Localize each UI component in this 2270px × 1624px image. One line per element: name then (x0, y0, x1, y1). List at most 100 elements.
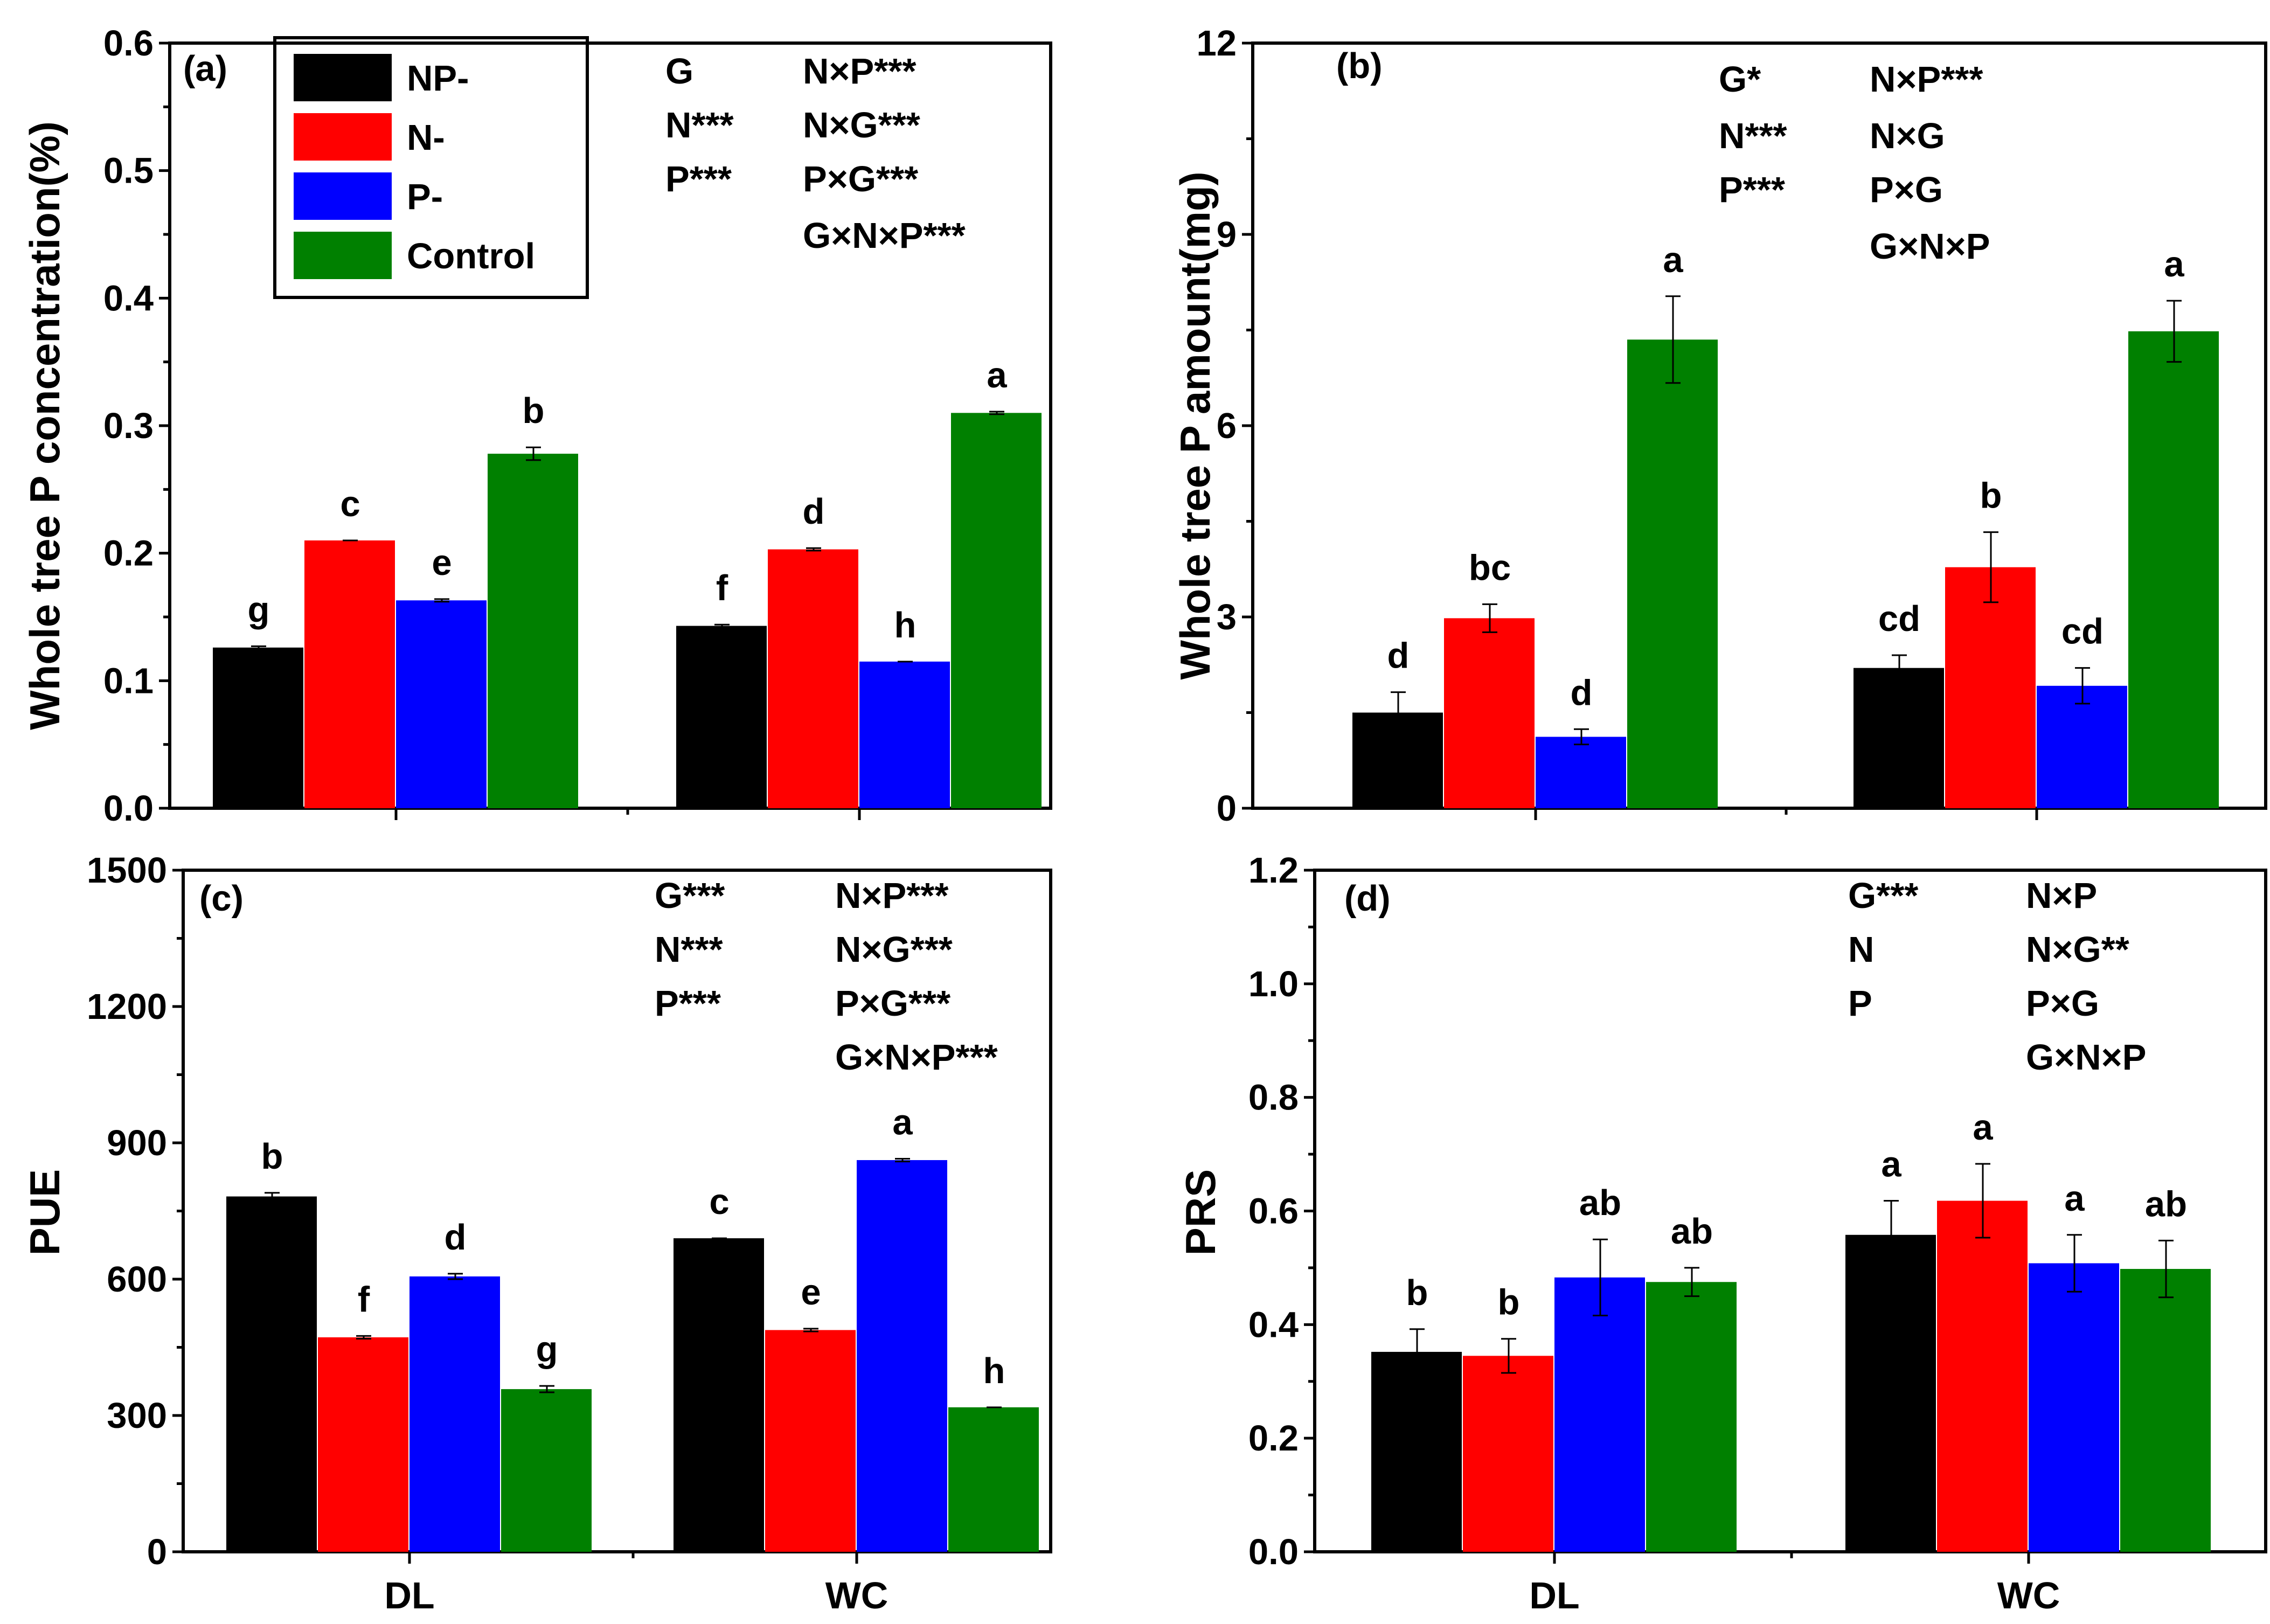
panel-d-bar-wc-control-letter: ab (2145, 1184, 2187, 1224)
panel-b-bar-wc-p (2037, 685, 2127, 808)
panel-a-y-tick-label: 0.4 (103, 278, 154, 318)
legend-label-np-: NP- (407, 58, 469, 99)
legend-swatch-np- (294, 54, 392, 101)
panel-c-y-tick-label: 1200 (87, 987, 167, 1027)
legend-frame (273, 36, 589, 299)
panel-a-y-tick-label: 0.2 (103, 533, 154, 574)
panel-b-bar-dl-control-letter: a (1663, 240, 1683, 280)
panel-d-x-category-label-wc: WC (1997, 1574, 2060, 1616)
panel-b-y-tick-label: 3 (1217, 597, 1237, 637)
panel-b-bar-wc-n-letter: b (1980, 476, 2002, 516)
panel-d-bar-wc-n-letter: a (1973, 1107, 1993, 1148)
panel-d-stat-0-1: N×P (2026, 876, 2097, 916)
panel-b-stat-0-0: G* (1719, 59, 1761, 100)
panel-c-bar-dl-n-letter: f (358, 1279, 370, 1320)
panel-d-bar-dl-n-letter: b (1498, 1282, 1520, 1323)
legend: NP- N- P- Control (273, 36, 589, 299)
panel-c-stat-2-0: P*** (655, 983, 721, 1024)
panel-d-x-category-label-dl: DL (1529, 1574, 1579, 1616)
panel-b-y-tick-label: 0 (1217, 788, 1237, 829)
panel-c-stat-1-0: N*** (655, 929, 724, 970)
panel-c-bar-wc-n-letter: e (801, 1272, 821, 1313)
panel-a-bar-dl-p (396, 600, 487, 808)
panel-c-bar-dl-p-letter: d (445, 1217, 467, 1258)
panel-b-bar-wc-np (1854, 668, 1944, 808)
panel-d-y-tick-label: 0.2 (1248, 1418, 1299, 1459)
panel-b-stat-1-0: N*** (1719, 116, 1788, 156)
panel-d-bar-wc-np-letter: a (1881, 1144, 1901, 1185)
panel-c-stat-1-1: N×G*** (835, 929, 953, 970)
panel-a-stat-2-1: P×G*** (803, 159, 919, 199)
panel-c-bar-dl-control-letter: g (536, 1329, 558, 1370)
panel-b-bar-wc-control-letter: a (2164, 244, 2184, 284)
panel-d-stat-1-1: N×G** (2026, 929, 2130, 970)
panel-a-bar-dl-n-letter: c (340, 484, 360, 524)
panel-c-y-tick-label: 1500 (87, 850, 167, 891)
panel-a-stat-0-0: G (665, 51, 693, 92)
panel-d-y-tick-label: 1.0 (1248, 964, 1299, 1004)
panel-b-bar-wc-control (2128, 331, 2219, 808)
panel-d-bar-dl-n (1463, 1356, 1553, 1552)
legend-swatch-n- (294, 113, 392, 161)
panel-b-label: (b) (1336, 46, 1383, 86)
panel-a-bar-dl-n (304, 540, 395, 808)
panel-c-stat-0-0: G*** (655, 876, 725, 916)
panel-c-x-category-label-dl: DL (384, 1574, 434, 1616)
panel-c-bar-wc-n (765, 1330, 856, 1552)
panel-a-stat-0-1: N×P*** (803, 51, 917, 92)
panel-c-stat-2-1: P×G*** (835, 983, 951, 1024)
panel-b-stat-0-1: N×P*** (1870, 59, 1983, 100)
panel-c-bar-wc-control (948, 1407, 1039, 1552)
panel-a-bar-dl-control (488, 454, 578, 808)
panel-c-y-tick-label: 600 (107, 1259, 167, 1300)
panel-a-bar-wc-n (768, 549, 858, 808)
panel-d-label: (d) (1344, 878, 1391, 919)
panel-d-bar-dl-control (1646, 1282, 1737, 1552)
panel-d-stat-2-1: P×G (2026, 983, 2099, 1024)
panel-a-bar-wc-p (859, 661, 950, 808)
panel-d-bar-dl-np-letter: b (1406, 1273, 1428, 1313)
panel-b-stat-3-1: G×N×P (1870, 226, 1990, 267)
panel-b-bar-wc-p-letter: cd (2061, 612, 2104, 652)
panel-b-bar-dl-np-letter: d (1387, 636, 1410, 676)
panel-a-y-tick-label: 0.5 (103, 151, 154, 191)
panel-a-stat-1-0: N*** (665, 105, 734, 145)
panel-d-bar-wc-n (1937, 1200, 2028, 1552)
panel-d-y-tick-label: 1.2 (1248, 850, 1299, 891)
panel-d-stat-2-0: P (1848, 983, 1872, 1024)
panel-c-bar-wc-p-letter: a (892, 1102, 913, 1143)
panel-a-stat-2-0: P*** (665, 159, 732, 199)
panel-c-bar-dl-control (501, 1389, 592, 1552)
panel-b-bar-dl-n (1444, 618, 1535, 808)
panel-a-y-tick-label: 0.3 (103, 406, 154, 446)
panel-c-bar-wc-np-letter: c (709, 1182, 729, 1222)
panel-c-bar-dl-p (409, 1276, 500, 1552)
panel-d-y-axis-label: PRS (1177, 1169, 1224, 1255)
panel-d-bar-dl-p-letter: ab (1579, 1183, 1621, 1223)
panel-c-bar-dl-np (226, 1196, 317, 1552)
panel-b-y-tick-label: 6 (1217, 406, 1237, 446)
panel-c-y-tick-label: 900 (107, 1123, 167, 1163)
panel-d-prs: 0.0 0.2 0.4 0.6 0.8 1.0 1.2 PRS DL WC b b ab ab a a a ab (… (1177, 850, 2267, 1616)
panel-b-bar-wc-n (1945, 567, 2036, 808)
panel-c-bar-wc-np (674, 1238, 764, 1552)
panel-b-stat-1-1: N×G (1870, 116, 1945, 156)
panel-a-bar-wc-control (951, 413, 1042, 808)
panel-a-bar-wc-control-letter: a (987, 355, 1007, 395)
panel-d-bar-wc-p-letter: a (2064, 1178, 2085, 1219)
panel-c-y-tick-label: 300 (107, 1396, 167, 1436)
panel-c-bar-dl-np-letter: b (261, 1136, 283, 1177)
panel-d-bar-wc-control (2120, 1269, 2211, 1552)
panel-a-y-tick-label: 0.0 (103, 788, 154, 829)
panel-b-bar-dl-control (1627, 339, 1718, 808)
panel-d-bar-wc-p (2029, 1263, 2119, 1552)
panel-a-bar-wc-n-letter: d (803, 491, 825, 532)
legend-label-control: Control (407, 236, 535, 276)
panel-a-stat-1-1: N×G*** (803, 105, 921, 145)
panel-a-bar-wc-np-letter: f (716, 568, 728, 608)
legend-label-p-: P- (407, 177, 443, 217)
panel-d-bar-dl-p (1554, 1277, 1645, 1552)
panel-d-bar-dl-control-letter: ab (1671, 1211, 1713, 1252)
